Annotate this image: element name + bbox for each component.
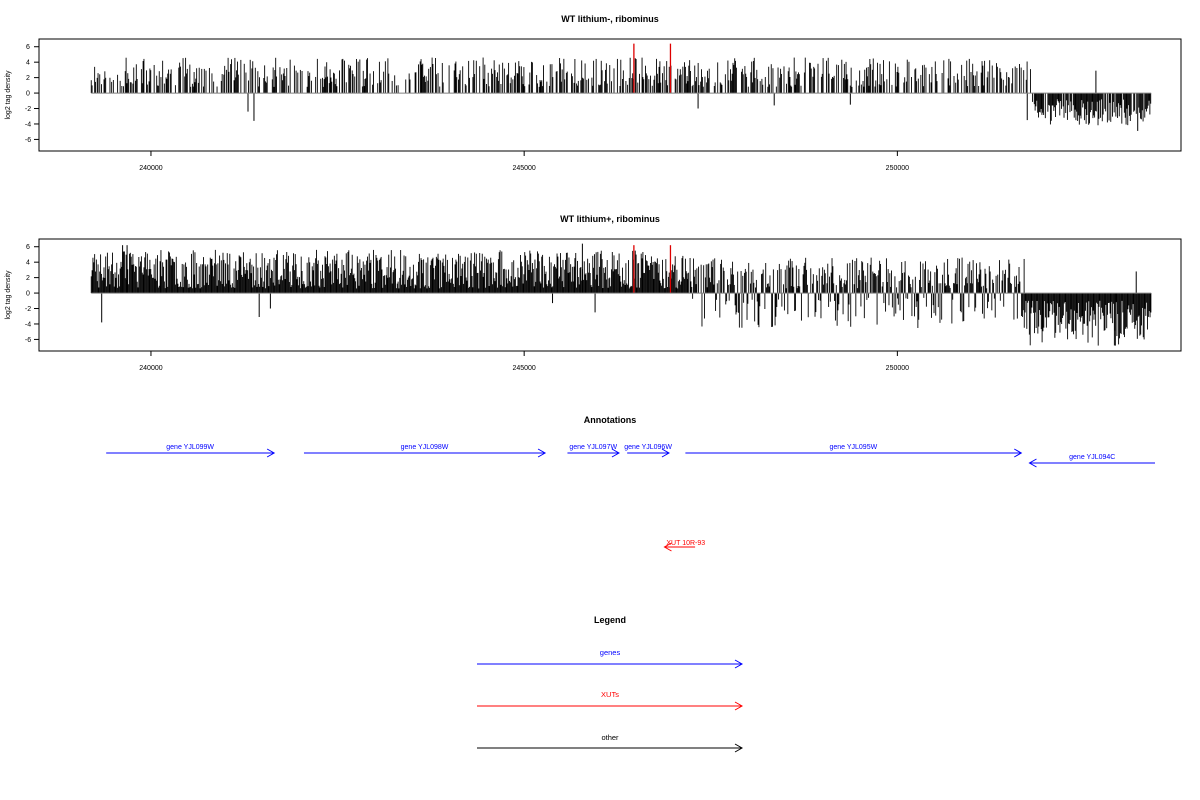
- annotations-panel: Annotations gene YJL099W gene YJL098W gene…: [106, 415, 1155, 552]
- y-tick-label: 2: [26, 75, 30, 82]
- y-tick-label: -2: [25, 106, 31, 113]
- panel-2-marks: [90, 243, 1152, 346]
- panel-1-ylabel: log2 tag density: [5, 70, 12, 120]
- panel-2-title: WT lithium+, ribominus: [560, 214, 660, 224]
- y-tick-label: 0: [26, 91, 30, 98]
- gene-label: gene YJL096W: [624, 444, 672, 451]
- legend-arrowhead-genes: [734, 659, 744, 669]
- legend-label-other: other: [601, 733, 619, 742]
- xut-label: XUT 10R-93: [666, 540, 705, 547]
- gene-label: gene YJL095W: [829, 444, 877, 451]
- gene-label: gene YJL098W: [401, 444, 449, 451]
- y-tick-label: 0: [26, 291, 30, 298]
- annotations-title: Annotations: [584, 415, 637, 425]
- panel-2-frame: [38, 238, 1182, 352]
- legend-label-genes: genes: [600, 648, 621, 657]
- panel-1-frame: [38, 38, 1182, 152]
- xut-arrow-arrowhead: [663, 542, 672, 552]
- x-tick-label: 250000: [886, 365, 909, 372]
- panel-2-ylabel: log2 tag density: [5, 270, 12, 320]
- gene-arrow-arrowhead: [537, 448, 547, 458]
- y-tick-label: -4: [25, 321, 31, 328]
- y-tick-label: 6: [26, 44, 30, 51]
- y-tick-label: 2: [26, 275, 30, 282]
- panel-1-axes: -6 -4 -2 0 2 4 6 240000 245000 250000: [25, 44, 1152, 172]
- y-tick-label: 4: [26, 260, 30, 267]
- gene-annotations: gene YJL099W gene YJL098W gene YJL097W gene…: [106, 444, 1155, 468]
- x-tick-label: 245000: [512, 365, 535, 372]
- x-tick-label: 245000: [512, 165, 535, 172]
- legend-panel: Legend genes XUTs other: [477, 615, 744, 753]
- x-tick-label: 240000: [139, 165, 162, 172]
- gene-arrow-arrowhead: [611, 448, 620, 458]
- track-panel-1: WT lithium-, ribominus log2 tag density …: [5, 14, 1182, 172]
- xut-annotations: XUT 10R-93: [663, 540, 705, 552]
- track-panel-2: WT lithium+, ribominus log2 tag density …: [5, 214, 1182, 372]
- x-tick-label: 240000: [139, 365, 162, 372]
- legend-label-xuts: XUTs: [601, 690, 619, 699]
- x-tick-label: 250000: [886, 165, 909, 172]
- panel-2-axes: -6 -4 -2 0 2 4 6 240000 245000 250000: [25, 244, 1152, 372]
- gene-label: gene YJL097W: [569, 444, 617, 451]
- y-tick-label: 6: [26, 244, 30, 251]
- y-tick-label: -2: [25, 306, 31, 313]
- y-tick-label: -6: [25, 337, 31, 344]
- gene-arrow-arrowhead: [1014, 448, 1023, 458]
- panel-1-title: WT lithium-, ribominus: [561, 14, 659, 24]
- legend-title: Legend: [594, 615, 626, 625]
- gene-arrow-arrowhead: [266, 448, 276, 458]
- gene-label: gene YJL094C: [1069, 454, 1115, 461]
- gene-label: gene YJL099W: [166, 444, 214, 451]
- y-tick-label: -4: [25, 121, 31, 128]
- y-tick-label: -6: [25, 137, 31, 144]
- y-tick-label: 4: [26, 60, 30, 67]
- panel-1-marks: [90, 43, 1152, 131]
- legend-arrowhead-other: [734, 743, 744, 753]
- legend-arrowhead-xuts: [734, 701, 744, 711]
- gene-arrow-arrowhead: [661, 448, 670, 458]
- gene-arrow-arrowhead: [1028, 458, 1037, 468]
